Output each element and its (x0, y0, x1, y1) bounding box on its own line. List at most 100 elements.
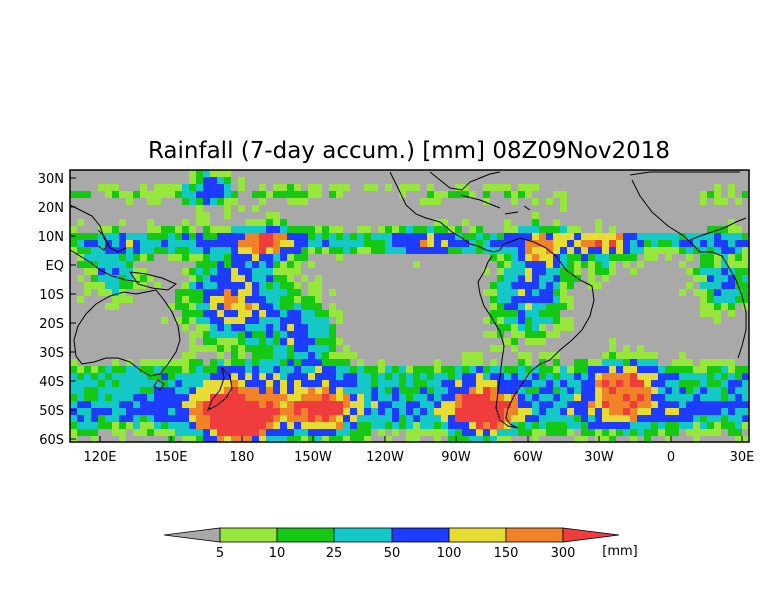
rain-cell (497, 317, 504, 324)
rain-cell (518, 303, 525, 310)
rain-cell (133, 366, 140, 373)
rain-cell (119, 429, 126, 436)
colorbar-label-150: 150 (494, 546, 519, 561)
rain-cell (497, 184, 504, 191)
rain-cell (588, 373, 595, 380)
rain-cell (392, 380, 399, 387)
rain-cell (336, 373, 343, 380)
rain-cell (189, 331, 196, 338)
rain-cell (420, 429, 427, 436)
rain-cell (413, 408, 420, 415)
rain-cell (308, 366, 315, 373)
rain-cell (266, 373, 273, 380)
rain-cell (497, 310, 504, 317)
rain-cell (462, 429, 469, 436)
rain-cell (553, 429, 560, 436)
rain-cell (140, 240, 147, 247)
rain-cell (350, 408, 357, 415)
rain-cell (245, 289, 252, 296)
rain-cell (742, 387, 749, 394)
rain-cell (329, 422, 336, 429)
rain-cell (315, 352, 322, 359)
rain-cell (378, 233, 385, 240)
rain-cell (266, 429, 273, 436)
rain-cell (567, 422, 574, 429)
rain-cell (224, 366, 231, 373)
rain-cell (329, 415, 336, 422)
lat-label-20n: 20N (38, 201, 64, 216)
rain-cell (686, 359, 693, 366)
rain-cell (336, 240, 343, 247)
rain-cell (119, 373, 126, 380)
rain-cell (196, 233, 203, 240)
rain-cell (686, 268, 693, 275)
rain-cell (490, 247, 497, 254)
rain-cell (91, 394, 98, 401)
rain-cell (497, 303, 504, 310)
rain-cell (182, 380, 189, 387)
rain-cell (385, 240, 392, 247)
rain-cell (455, 387, 462, 394)
rain-cell (518, 282, 525, 289)
rain-cell (602, 352, 609, 359)
rain-cell (609, 373, 616, 380)
rain-cell (224, 254, 231, 261)
rain-cell (518, 380, 525, 387)
rain-cell (469, 436, 476, 442)
rain-cell (539, 226, 546, 233)
rain-cell (392, 366, 399, 373)
rain-cell (525, 247, 532, 254)
rain-cell (343, 380, 350, 387)
rain-cell (77, 191, 84, 198)
rain-cell (77, 247, 84, 254)
rain-cell (560, 387, 567, 394)
rain-cell (490, 303, 497, 310)
rain-cell (70, 247, 77, 254)
rain-cell (658, 233, 665, 240)
rain-cell (112, 261, 119, 268)
rain-cell (714, 380, 721, 387)
rain-cell (266, 191, 273, 198)
rain-cell (462, 373, 469, 380)
coastlines (69, 171, 747, 429)
rain-cell (511, 254, 518, 261)
rain-cell (553, 296, 560, 303)
rain-cell (252, 415, 259, 422)
rain-cell (245, 233, 252, 240)
rain-cell (742, 268, 749, 275)
rain-cell (644, 436, 651, 442)
rain-cell (273, 373, 280, 380)
rain-cell (560, 268, 567, 275)
rain-cell (245, 415, 252, 422)
rain-cell (259, 415, 266, 422)
rain-cell (322, 317, 329, 324)
rain-cell (420, 233, 427, 240)
rain-cell (588, 247, 595, 254)
rain-cell (735, 289, 742, 296)
rain-cell (497, 380, 504, 387)
rain-cell (336, 317, 343, 324)
rain-cell (231, 317, 238, 324)
rain-cell (714, 429, 721, 436)
rain-cell (112, 268, 119, 275)
rain-cell (504, 380, 511, 387)
rain-cell (623, 359, 630, 366)
rain-cell (686, 247, 693, 254)
rain-cell (441, 373, 448, 380)
rain-cell (217, 303, 224, 310)
rain-cell (98, 254, 105, 261)
rain-cell (357, 415, 364, 422)
rain-cell (700, 296, 707, 303)
rain-cell (651, 233, 658, 240)
rain-cell (126, 261, 133, 268)
rain-cell (735, 247, 742, 254)
rain-cell (175, 380, 182, 387)
rain-cell (420, 401, 427, 408)
rain-cell (511, 268, 518, 275)
rain-cell (196, 415, 203, 422)
longitude-axis: 120E 150E 180 150W 120W 90W 60W 30W 0 30… (83, 450, 754, 465)
rain-cell (168, 415, 175, 422)
rain-cell (581, 359, 588, 366)
rain-cell (448, 233, 455, 240)
rain-cell (595, 240, 602, 247)
